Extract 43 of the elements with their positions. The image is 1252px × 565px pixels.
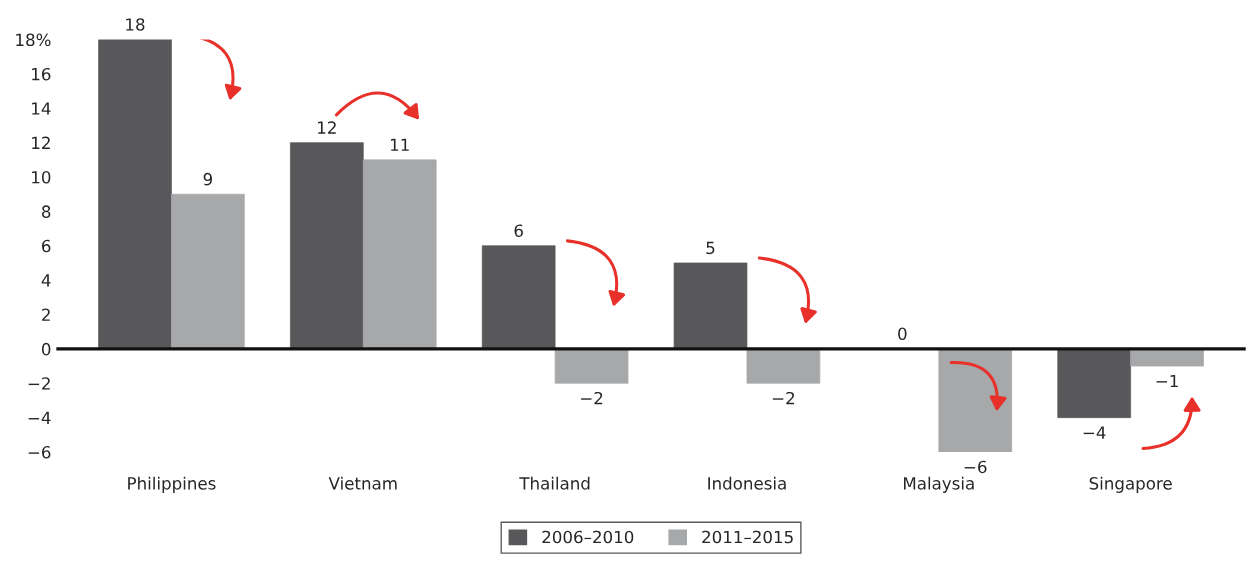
x-tick-label: Vietnam	[328, 476, 397, 490]
y-tick-label: 16	[32, 67, 51, 81]
y-tick-label: 0	[41, 342, 51, 356]
bar	[673, 262, 748, 350]
x-tick-label: Malaysia	[904, 476, 974, 493]
y-tick-label: 6	[42, 239, 51, 253]
data-label: 9	[203, 172, 213, 186]
y-tick-label: 12	[32, 136, 50, 149]
y-tick-label: 4	[41, 274, 51, 287]
bar	[171, 193, 245, 350]
bar	[938, 348, 1013, 452]
y-tick-label: −6	[28, 445, 51, 459]
x-tick-label: Philippines	[128, 476, 216, 493]
bar	[746, 348, 821, 384]
bar	[290, 142, 364, 350]
data-label: 5	[706, 241, 715, 255]
data-label: 12	[318, 121, 336, 134]
data-label: 11	[390, 138, 409, 151]
x-tick-label: Thailand	[519, 476, 590, 490]
data-label: −6	[964, 460, 987, 474]
x-tick-label: Singapore	[1089, 476, 1172, 493]
bar	[481, 245, 556, 350]
bar	[98, 39, 172, 350]
data-label: 6	[514, 224, 523, 237]
y-tick-label: 14	[32, 102, 51, 115]
x-tick-label: Indonesia	[708, 476, 786, 490]
bar	[362, 159, 437, 350]
data-label: −2	[581, 391, 603, 405]
y-tick-label: −4	[28, 411, 51, 424]
data-label: 18	[126, 18, 145, 31]
y-tick-label: 8	[42, 205, 51, 218]
y-tick-label: 18%	[16, 33, 51, 47]
y-tick-label: −2	[28, 377, 50, 390]
data-label: −4	[1083, 426, 1106, 439]
data-label: 0	[898, 327, 907, 341]
data-label: −1	[1156, 374, 1178, 388]
legend-label: 2011–2015	[702, 530, 793, 544]
y-tick-label: 10	[32, 171, 51, 184]
bar	[1057, 348, 1131, 418]
y-tick-label: 2	[42, 308, 50, 321]
bar	[554, 348, 629, 384]
legend-label: 2006–2010	[542, 530, 634, 544]
data-label: −2	[772, 391, 795, 405]
